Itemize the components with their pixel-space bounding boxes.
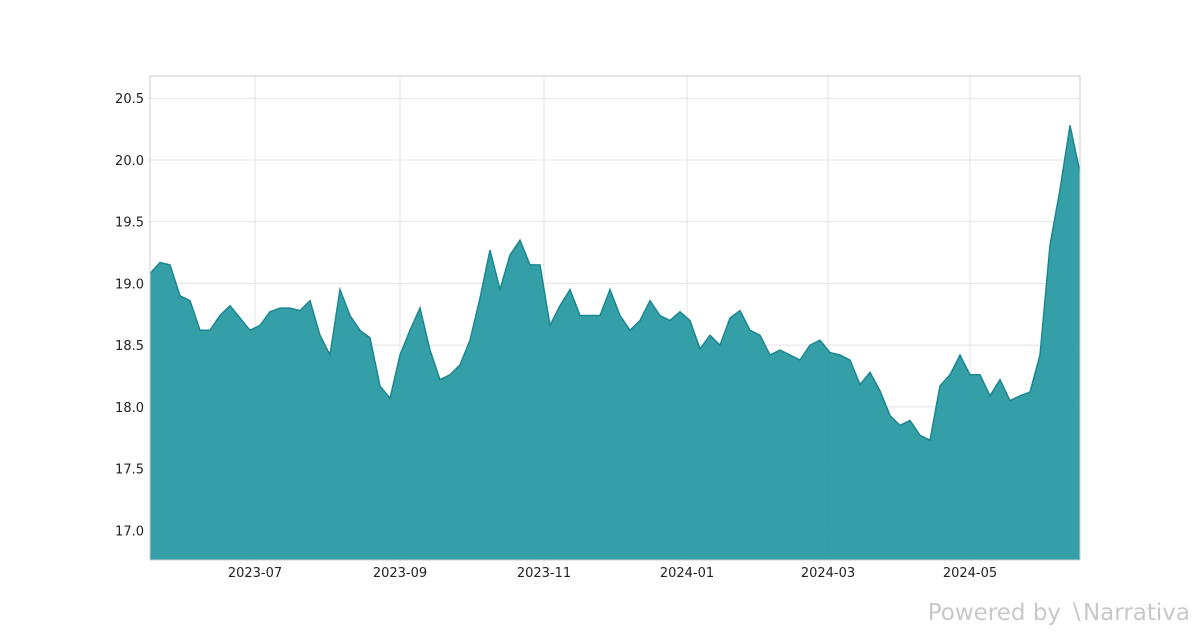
area bbox=[150, 125, 1080, 561]
y-tick-label: 19.0 bbox=[115, 277, 144, 292]
x-tick-label: 2024-05 bbox=[943, 566, 997, 581]
x-tick-label: 2023-07 bbox=[228, 566, 282, 581]
x-tick-label: 2024-01 bbox=[660, 566, 714, 581]
watermark: Powered by ∖Narrativa bbox=[928, 600, 1190, 626]
y-tick-label: 20.0 bbox=[115, 154, 144, 169]
labels: 17.0 17.5 18.0 18.5 19.0 19.5 20.0 20.5 2023-07 2… bbox=[115, 92, 997, 581]
x-tick-label: 2024-03 bbox=[801, 566, 855, 581]
x-tick-label: 2023-11 bbox=[517, 566, 571, 581]
y-tick-label: 18.5 bbox=[115, 339, 144, 354]
y-tick-label: 20.5 bbox=[115, 92, 144, 107]
marks bbox=[149, 125, 1081, 561]
y-tick-label: 17.5 bbox=[115, 463, 144, 478]
y-tick-label: 18.0 bbox=[115, 401, 144, 416]
plot-frame bbox=[149, 75, 1081, 561]
line bbox=[149, 125, 1081, 442]
y-tick-label: 19.5 bbox=[115, 216, 144, 231]
x-tick-label: 2023-09 bbox=[373, 566, 427, 581]
y-tick-label: 17.0 bbox=[115, 524, 144, 539]
